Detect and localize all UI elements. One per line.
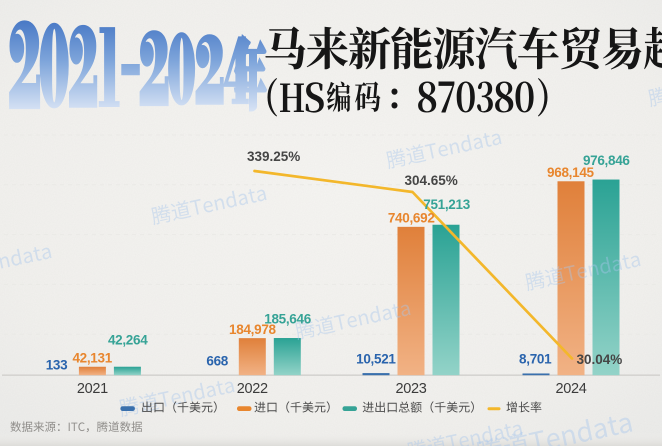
svg-text:2021: 2021 bbox=[77, 381, 108, 397]
svg-text:304.65%: 304.65% bbox=[405, 173, 458, 188]
svg-text:133: 133 bbox=[46, 358, 68, 373]
svg-text:30.04%: 30.04% bbox=[577, 352, 623, 367]
svg-text:10,521: 10,521 bbox=[356, 352, 396, 367]
svg-text:668: 668 bbox=[206, 353, 228, 368]
svg-text:184,978: 184,978 bbox=[229, 322, 276, 337]
svg-text:339.25%: 339.25% bbox=[247, 149, 300, 164]
svg-text:8,701: 8,701 bbox=[519, 352, 552, 367]
svg-text:968,145: 968,145 bbox=[547, 165, 594, 180]
svg-text:2023: 2023 bbox=[395, 381, 426, 397]
svg-text:740,692: 740,692 bbox=[388, 211, 435, 226]
svg-text:42,131: 42,131 bbox=[72, 350, 112, 365]
svg-text:42,264: 42,264 bbox=[108, 333, 148, 348]
svg-text:751,213: 751,213 bbox=[423, 197, 470, 212]
svg-text:185,646: 185,646 bbox=[264, 312, 311, 327]
svg-text:976,846: 976,846 bbox=[583, 153, 630, 168]
svg-text:2022: 2022 bbox=[237, 381, 268, 397]
svg-text:2024: 2024 bbox=[555, 381, 586, 397]
